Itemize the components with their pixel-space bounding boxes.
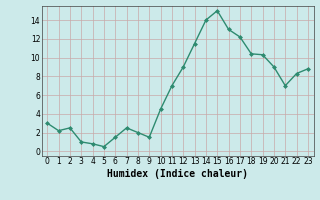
X-axis label: Humidex (Indice chaleur): Humidex (Indice chaleur) bbox=[107, 169, 248, 179]
